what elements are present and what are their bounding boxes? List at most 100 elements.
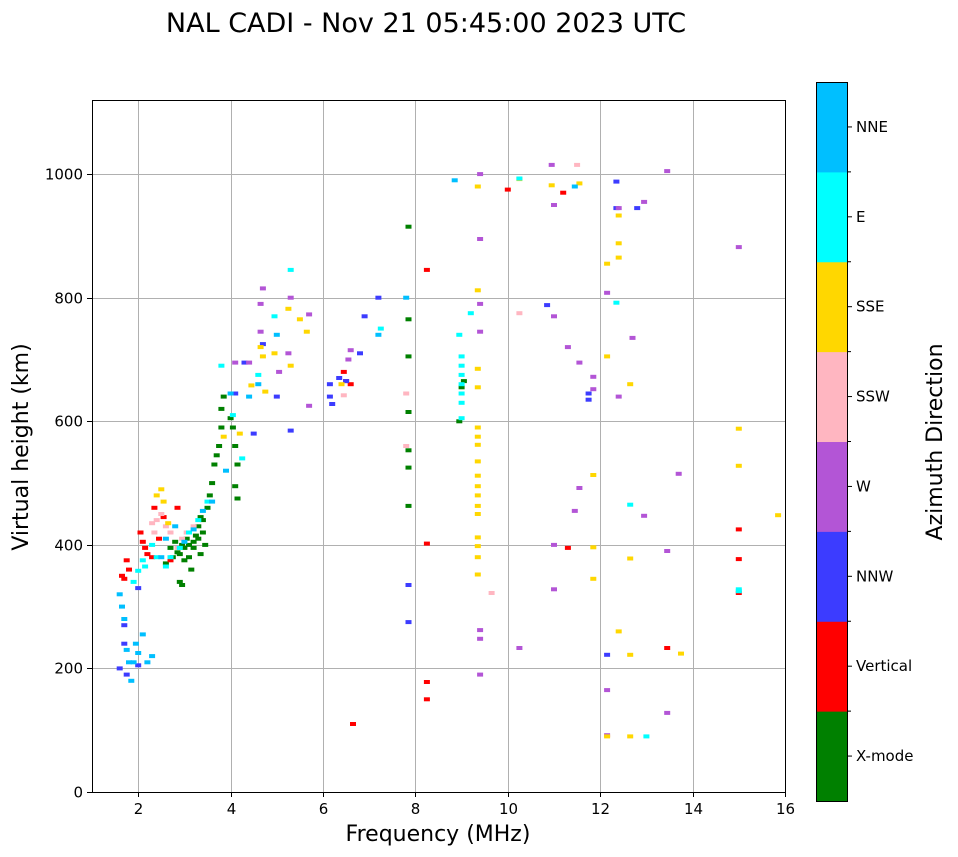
data-point [206,493,213,498]
data-point [458,391,465,396]
data-point [135,651,142,655]
data-point [590,576,597,581]
data-point [458,416,465,421]
y-tick-label: 400 [54,537,83,555]
data-point [326,382,333,387]
data-point [403,295,410,300]
data-point [375,332,382,337]
data-point [195,518,202,523]
data-point [197,515,204,520]
x-tick-label: 16 [776,800,795,818]
data-point [181,558,188,563]
data-point [627,652,634,657]
data-point [664,646,671,650]
data-point [375,295,382,300]
data-point [336,376,343,380]
data-point [126,660,132,665]
data-point [216,444,223,448]
data-point [139,539,146,544]
data-point [460,379,467,384]
data-point [361,314,368,319]
data-point [516,311,523,316]
data-point [423,680,430,684]
colorbar-label: X-mode [856,747,913,765]
data-point [735,426,742,431]
data-point [287,295,294,300]
data-point [551,203,557,207]
data-point [167,558,174,563]
data-point [176,545,183,550]
data-point [477,636,484,641]
data-point [405,448,412,453]
colorbar-segment [816,531,847,622]
data-point [287,428,294,433]
data-point [474,555,481,560]
data-point [551,314,557,319]
data-point [144,660,151,665]
data-point [735,587,742,592]
data-point [229,413,236,418]
data-point [458,382,465,387]
data-point [405,224,412,229]
data-point [516,176,523,181]
data-point [181,539,188,544]
data-point [257,301,264,306]
data-point [167,530,174,535]
data-point [232,360,239,365]
data-point [126,567,132,572]
data-point [548,162,555,167]
data-point [160,515,167,520]
colorbar-segment [816,441,847,532]
data-point [218,363,225,368]
data-point [345,357,352,362]
data-point [474,544,481,549]
data-point [458,372,465,377]
data-point [199,518,206,523]
data-point [139,558,146,563]
data-point [202,542,209,547]
x-tick-label: 6 [319,800,329,818]
data-point [123,558,130,563]
data-point [590,387,597,392]
data-point [218,425,225,430]
data-point [477,237,484,241]
colorbar-label: W [856,477,871,495]
data-point [234,462,241,467]
data-point [195,524,202,529]
data-point [627,556,634,561]
data-point [132,641,139,646]
data-point [232,391,239,396]
data-point [259,286,266,291]
data-point [213,453,220,458]
data-point [199,508,206,513]
data-point [156,536,162,541]
colorbar-segment [816,261,847,353]
data-point [183,536,190,541]
data-point [615,629,622,634]
data-point [188,567,195,572]
data-point [474,288,481,293]
y-axis-ticks: 0 200 400 600 800 1000 [45,166,92,802]
data-point [186,530,192,535]
data-point [347,382,354,387]
y-tick-label: 800 [54,290,83,308]
data-point [340,369,347,374]
data-point [139,632,146,637]
data-point [176,552,183,557]
data-point [403,391,410,396]
data-point [615,213,622,218]
data-point [239,456,246,461]
data-point [162,564,169,569]
data-point [664,169,671,174]
data-point [627,502,634,507]
data-point [257,345,264,350]
data-point [474,493,481,498]
data-point [257,329,264,334]
data-point [287,267,294,272]
data-point [405,503,412,508]
data-point [504,187,511,192]
data-point [474,512,481,516]
data-point [149,555,156,560]
series-e [130,176,742,739]
data-point [405,620,412,625]
